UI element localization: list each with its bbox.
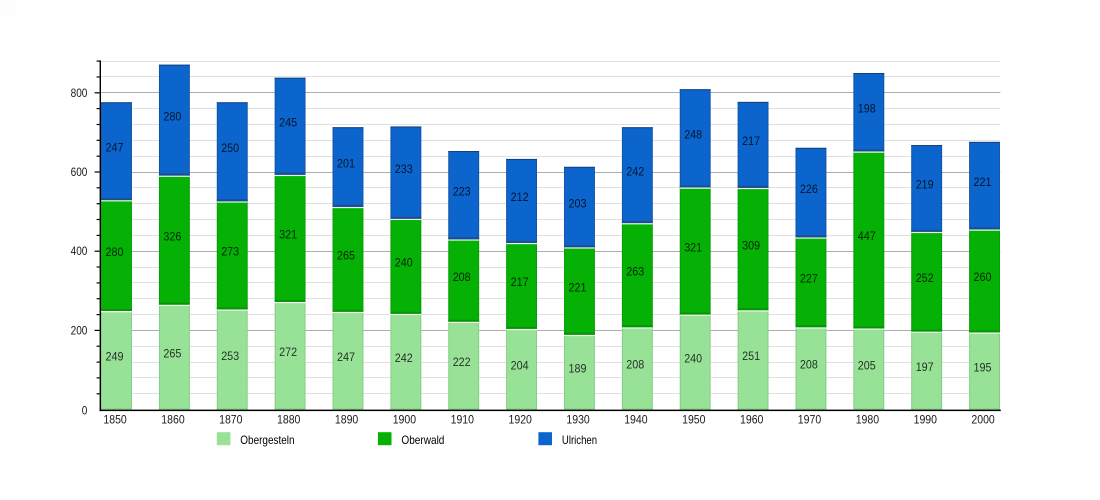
svg-text:600: 600	[71, 165, 88, 179]
svg-text:247: 247	[337, 350, 355, 364]
svg-text:227: 227	[800, 272, 818, 286]
svg-text:197: 197	[916, 360, 934, 374]
svg-text:248: 248	[684, 128, 702, 142]
svg-text:Obergesteln: Obergesteln	[240, 433, 294, 447]
svg-text:1950: 1950	[682, 412, 706, 426]
svg-text:226: 226	[800, 182, 818, 196]
svg-text:321: 321	[279, 228, 297, 242]
svg-text:1880: 1880	[277, 412, 301, 426]
svg-text:321: 321	[684, 240, 702, 254]
svg-text:204: 204	[511, 359, 529, 373]
svg-text:249: 249	[106, 350, 124, 364]
svg-text:252: 252	[916, 271, 934, 285]
svg-text:265: 265	[163, 346, 181, 360]
svg-text:223: 223	[453, 185, 471, 199]
svg-text:1980: 1980	[856, 412, 880, 426]
svg-text:208: 208	[800, 358, 818, 372]
svg-text:273: 273	[221, 245, 239, 259]
svg-text:400: 400	[71, 244, 88, 258]
svg-text:219: 219	[916, 178, 934, 192]
svg-text:242: 242	[395, 351, 413, 365]
svg-text:280: 280	[106, 245, 124, 259]
svg-text:240: 240	[395, 256, 413, 270]
svg-text:250: 250	[221, 141, 239, 155]
svg-text:1900: 1900	[393, 412, 417, 426]
svg-text:253: 253	[221, 349, 239, 363]
svg-text:326: 326	[163, 229, 181, 243]
svg-text:189: 189	[569, 362, 587, 376]
svg-text:217: 217	[511, 275, 529, 289]
svg-text:198: 198	[858, 102, 876, 116]
svg-text:0: 0	[82, 404, 88, 418]
svg-text:1930: 1930	[566, 412, 590, 426]
svg-text:242: 242	[626, 165, 644, 179]
svg-text:Ulrichen: Ulrichen	[562, 433, 597, 447]
svg-text:200: 200	[71, 323, 88, 337]
svg-text:800: 800	[71, 86, 88, 100]
svg-text:203: 203	[569, 196, 587, 210]
svg-text:205: 205	[858, 358, 876, 372]
svg-text:221: 221	[974, 175, 992, 189]
svg-text:1910: 1910	[451, 412, 475, 426]
svg-text:1990: 1990	[914, 412, 938, 426]
svg-text:Oberwald: Oberwald	[401, 433, 444, 447]
svg-text:1920: 1920	[509, 412, 533, 426]
svg-text:1970: 1970	[798, 412, 822, 426]
svg-text:280: 280	[163, 109, 181, 123]
svg-text:1890: 1890	[335, 412, 359, 426]
svg-text:1870: 1870	[219, 412, 243, 426]
svg-text:233: 233	[395, 162, 413, 176]
svg-text:245: 245	[279, 116, 297, 130]
svg-text:265: 265	[337, 249, 355, 263]
svg-text:221: 221	[569, 280, 587, 294]
svg-text:309: 309	[742, 238, 760, 252]
svg-text:247: 247	[106, 141, 124, 155]
svg-text:208: 208	[626, 358, 644, 372]
svg-text:1960: 1960	[740, 412, 764, 426]
svg-text:212: 212	[511, 190, 529, 204]
svg-text:272: 272	[279, 345, 297, 359]
svg-text:263: 263	[626, 265, 644, 279]
svg-text:240: 240	[684, 351, 702, 365]
svg-text:2000: 2000	[971, 412, 995, 426]
svg-text:1850: 1850	[103, 412, 127, 426]
svg-text:447: 447	[858, 229, 876, 243]
svg-text:1940: 1940	[624, 412, 648, 426]
svg-text:251: 251	[742, 349, 760, 363]
svg-text:201: 201	[337, 156, 355, 170]
svg-text:195: 195	[974, 360, 992, 374]
svg-text:222: 222	[453, 355, 471, 369]
svg-text:217: 217	[742, 134, 760, 148]
svg-text:208: 208	[453, 270, 471, 284]
svg-text:1860: 1860	[161, 412, 185, 426]
svg-text:260: 260	[974, 270, 992, 284]
